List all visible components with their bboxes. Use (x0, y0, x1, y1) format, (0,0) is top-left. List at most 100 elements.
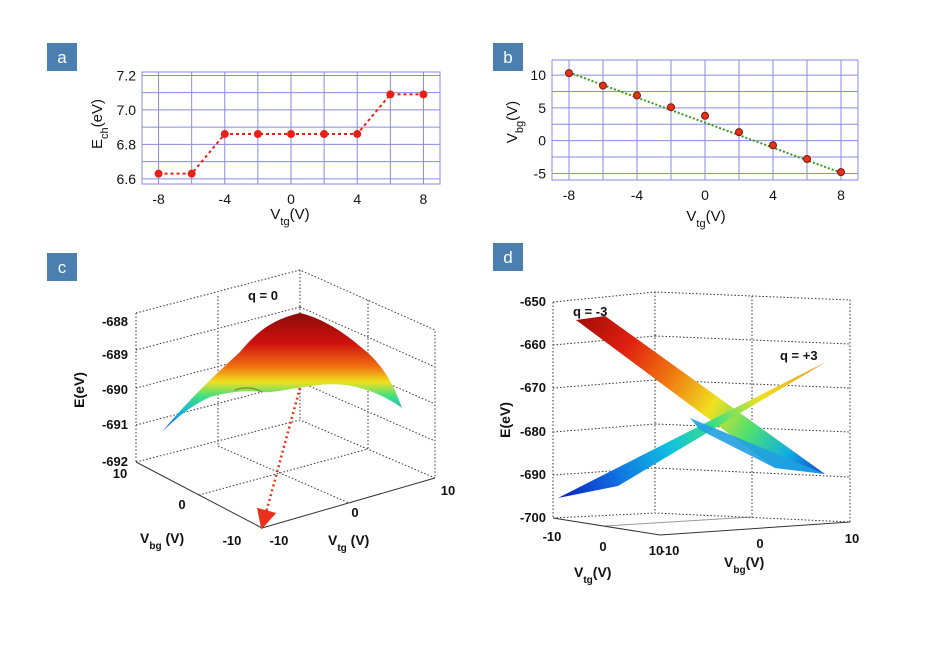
chart-d-x-tick-label: 0 (599, 539, 606, 554)
chart-c-x-label: Vbg (V) (140, 530, 184, 552)
chart-c-z-tick-label: -691 (102, 417, 128, 432)
chart-a-point (353, 130, 362, 139)
chart-d-z-ticks: -650 -660 -670 -680 -690 -700 (520, 294, 546, 525)
b-y-tick-label: 10 (530, 67, 546, 83)
chart-a: -8 -4 0 4 8 6.6 6.8 7.0 7.2 Vtg(V) Ech(eV) (89, 67, 441, 228)
chart-b-x-label: Vtg(V) (686, 208, 725, 230)
panel-badge-a: a (47, 43, 77, 71)
chart-d-x-tick-label: 10 (649, 543, 663, 558)
chart-d-z-tick-label: -660 (520, 337, 546, 352)
chart-d-z-tick-label: -680 (520, 424, 546, 439)
chart-a-point (253, 130, 262, 139)
chart-b-y-label: Vbg(V) (504, 101, 526, 143)
b-x-tick-label: -4 (631, 187, 644, 203)
b-y-tick-label: -5 (534, 165, 547, 181)
chart-b-fit-line (568, 71, 842, 174)
chart-b-points (565, 69, 845, 177)
chart-d-annotation-q-plus-3: q = +3 (780, 348, 818, 363)
chart-a-x-ticks: -8 -4 0 4 8 (152, 191, 427, 207)
chart-a-point (220, 130, 229, 139)
chart-a-x-label: Vtg(V) (270, 206, 309, 228)
chart-a-frame (141, 71, 441, 185)
chart-d-y-tick-label: 10 (845, 531, 859, 546)
chart-c-box (135, 269, 436, 529)
chart-a-point (419, 90, 428, 99)
panel-badge-c: c (47, 253, 77, 281)
chart-b-point (701, 111, 709, 120)
chart-c-x-ticks: 10 0 -10 (113, 466, 242, 548)
chart-a-point (320, 130, 329, 139)
chart-b-point (837, 168, 845, 177)
chart-b-grid (552, 60, 858, 180)
chart-a-point (187, 169, 196, 178)
chart-d-y-tick-label: 0 (756, 536, 763, 551)
panel-label-c: c (58, 258, 67, 277)
chart-b-x-ticks: -8 -4 0 4 8 (563, 187, 845, 203)
a-x-tick-label: -8 (152, 191, 165, 207)
a-y-tick-label: 6.8 (117, 136, 137, 152)
chart-c-y-ticks: -10 0 10 (270, 483, 456, 548)
a-y-tick-label: 6.6 (117, 171, 137, 187)
a-x-tick-label: -4 (219, 191, 232, 207)
panel-badge-b: b (493, 43, 523, 71)
chart-d-z-label: E(eV) (497, 402, 513, 438)
chart-c-z-tick-label: -688 (102, 314, 128, 329)
chart-b-point (667, 103, 675, 112)
chart-c-z-tick-label: -692 (102, 454, 128, 469)
chart-d-z-tick-label: -700 (520, 510, 546, 525)
chart-c-x-tick-label: 10 (113, 466, 127, 481)
chart-d-y-ticks: -10 0 10 (661, 531, 860, 558)
chart-d-z-tick-label: -690 (520, 467, 546, 482)
chart-a-grid (142, 72, 440, 184)
chart-c-y-tick-label: -10 (270, 533, 289, 548)
a-x-tick-label: 0 (287, 191, 295, 207)
chart-d-annotation-q-minus-3: q = -3 (573, 304, 607, 319)
chart-d-plane-q-minus-3 (576, 316, 825, 474)
b-y-tick-label: 0 (538, 133, 546, 149)
chart-a-y-ticks: 6.6 6.8 7.0 7.2 (117, 67, 137, 186)
a-x-tick-label: 4 (353, 191, 361, 207)
chart-d-z-tick-label: -650 (520, 294, 546, 309)
b-x-tick-label: 0 (701, 187, 709, 203)
chart-b-y-ticks: 10 5 0 -5 (530, 67, 546, 181)
chart-c: q = 0 -688-689-690-691-692 100-10 -10010… (71, 269, 456, 554)
chart-d-plane-q-plus-3 (558, 362, 826, 498)
chart-c-y-label: Vtg (V) (328, 532, 369, 554)
chart-c-y-tick-label: 10 (441, 483, 455, 498)
chart-d-x-tick-label: -10 (543, 529, 562, 544)
chart-b-point (769, 141, 777, 150)
panel-label-b: b (503, 48, 512, 67)
chart-a-point (386, 90, 395, 99)
chart-b-point (599, 81, 607, 90)
a-x-tick-label: 8 (420, 191, 428, 207)
panel-label-a: a (57, 48, 67, 67)
chart-c-z-label: E(eV) (71, 372, 87, 408)
panel-badge-d: d (493, 243, 523, 271)
chart-b-point (735, 128, 743, 137)
chart-c-x-tick-label: 0 (178, 497, 185, 512)
chart-c-z-tick-label: -690 (102, 382, 128, 397)
chart-b-point (633, 91, 641, 100)
chart-c-arrow (256, 387, 302, 530)
chart-d-z-tick-label: -670 (520, 380, 546, 395)
chart-b-frame (551, 59, 859, 181)
chart-d: q = -3 q = +3 -650 -660 -670 -680 -690 -700 -… (497, 291, 860, 586)
chart-c-z-tick-label: -689 (102, 347, 128, 362)
chart-b: -8 -4 0 4 8 10 5 0 -5 Vtg(V) Vbg(V) (504, 59, 859, 230)
chart-b-point (565, 69, 573, 78)
chart-b-point (803, 155, 811, 164)
chart-d-y-tick-label: -10 (661, 543, 680, 558)
b-y-tick-label: 5 (538, 100, 546, 116)
chart-d-x-label: Vtg(V) (574, 564, 611, 586)
chart-c-annotation: q = 0 (248, 288, 278, 303)
chart-c-x-tick-label: -10 (223, 533, 242, 548)
panel-label-d: d (503, 248, 512, 267)
chart-a-y-label: Ech(eV) (89, 99, 111, 149)
chart-d-y-label: Vbg(V) (724, 554, 764, 576)
chart-c-z-ticks: -688 -689 -690 -691 -692 (102, 314, 128, 469)
chart-c-y-tick-label: 0 (351, 505, 358, 520)
a-y-tick-label: 7.2 (117, 67, 137, 83)
chart-a-points (154, 90, 428, 178)
b-x-tick-label: -8 (563, 187, 576, 203)
